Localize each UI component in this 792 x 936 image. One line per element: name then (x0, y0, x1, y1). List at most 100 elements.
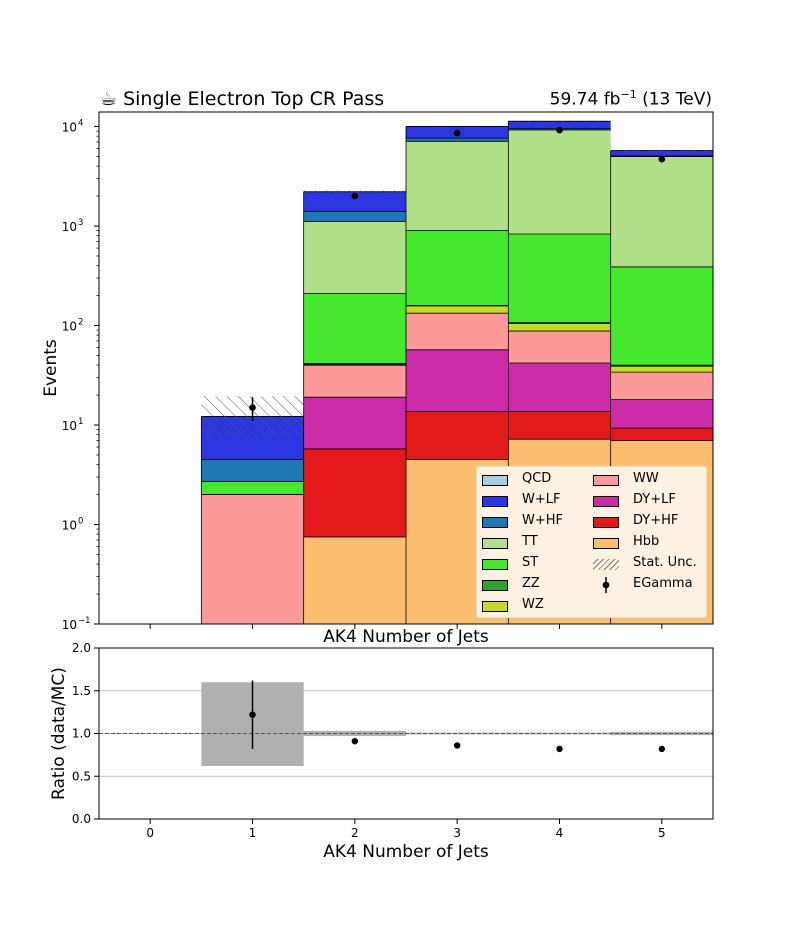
legend-swatch-hbb (593, 538, 619, 549)
bar-dy-lf-2 (303, 397, 406, 449)
ytick-label-exp: 2 (78, 318, 83, 328)
legend-swatch-dy-lf (593, 496, 619, 507)
bar-w-hf-3 (406, 138, 509, 142)
legend-label: Stat. Unc. (633, 555, 697, 570)
ratio-xtick-label: 3 (453, 826, 461, 840)
ratio-point-4 (556, 745, 563, 753)
legend-data-marker (602, 577, 610, 593)
bar-dy-hf-3 (406, 411, 509, 460)
legend-label: TT (522, 534, 538, 549)
ratio-xtick-label: 1 (249, 826, 257, 840)
legend-swatch-dy-hf (593, 517, 619, 528)
bar-tt-2 (303, 221, 406, 294)
ratio-ytick-label: 1.0 (72, 727, 91, 741)
bar-ww-5 (610, 372, 713, 400)
bar-dy-hf-4 (508, 411, 611, 440)
legend-label: QCD (522, 471, 552, 486)
ytick-label-exp: 3 (78, 218, 83, 228)
data-point-4 (556, 126, 563, 134)
bar-w-hf-2 (303, 211, 406, 222)
bar-hbb-2 (303, 536, 406, 624)
lumi-value: 59.74 fb (549, 89, 621, 110)
stack-outline-7 (201, 129, 713, 482)
legend-label: DY+LF (633, 492, 676, 507)
stat-unc-5 (610, 150, 713, 152)
ratio-point-3 (453, 742, 461, 749)
ratio-ytick-label: 2.0 (72, 641, 91, 655)
stack-outline-0 (303, 438, 713, 538)
bar-st-5 (610, 266, 713, 366)
ytick-label-exp: 0 (78, 517, 83, 527)
bar-zz-4 (508, 322, 611, 324)
bar-ww-4 (508, 331, 611, 364)
data-point-1 (249, 404, 256, 411)
bar-wz-4 (508, 323, 611, 332)
stack-outline-2 (303, 349, 713, 401)
bar-wz-2 (303, 364, 406, 366)
legend-swatch-stat-unc (593, 559, 619, 570)
legend-swatch-tt (482, 538, 508, 549)
ratio-band-3 (406, 732, 509, 735)
ratio-ylabel: Ratio (data/MC) (49, 667, 69, 800)
bar-dy-lf-3 (406, 349, 509, 412)
legend-swatch-zz (482, 580, 508, 591)
series-wz (303, 306, 713, 373)
ratio-ytick-label: 0.5 (72, 769, 91, 783)
bar-tt-3 (406, 141, 509, 231)
ytick-label: 10 (62, 220, 77, 234)
lumi-label: 59.74 fb−1 (13 TeV) (550, 88, 712, 110)
ratio-xtick-label: 2 (351, 826, 359, 840)
legend-label: ZZ (522, 576, 540, 591)
legend-label: EGamma (633, 576, 693, 591)
legend-label: WW (633, 471, 659, 486)
legend-swatch-wz (482, 601, 508, 612)
stat-unc-4 (508, 121, 611, 123)
bar-dy-hf-5 (610, 428, 713, 441)
bar-ww-2 (303, 365, 406, 398)
stat-unc-3 (406, 126, 509, 129)
series-tt (303, 129, 713, 294)
bar-w-lf-5 (610, 150, 713, 157)
legend-label: DY+HF (633, 513, 679, 528)
plot-title: ☕ Single Electron Top CR Pass (100, 88, 385, 110)
bar-ww-3 (406, 313, 509, 350)
legend-label: W+HF (522, 513, 563, 528)
ytick-label: 10 (62, 121, 77, 135)
energy-label: (13 TeV) (642, 89, 712, 110)
bar-tt-4 (508, 129, 611, 234)
ratio-xtick-label: 0 (146, 826, 154, 840)
bar-dy-lf-4 (508, 363, 611, 412)
main-frame (98, 111, 714, 625)
stack-outline-5 (201, 305, 713, 495)
bar-wz-3 (406, 306, 509, 314)
ratio-xtick-label: 5 (658, 826, 666, 840)
bar-ww-1 (201, 494, 304, 624)
series-st (201, 230, 713, 495)
series-ww (201, 313, 713, 624)
legend-label: WZ (522, 597, 544, 612)
ytick-label: 10 (62, 618, 77, 632)
legend-swatch-ww (593, 475, 619, 486)
bar-st-1 (201, 481, 304, 495)
ratio-band-5 (610, 731, 713, 736)
main-xlabel: AK4 Number of Jets (323, 627, 489, 647)
bar-w-lf-2 (303, 191, 406, 212)
ytick-label-exp: −1 (78, 616, 91, 626)
ratio-point-2 (351, 737, 359, 745)
stack-outline-1 (303, 411, 713, 450)
bin-edges (200, 121, 714, 624)
ratio-point-5 (658, 745, 666, 753)
stat-unc-2 (303, 190, 406, 193)
bar-st-3 (406, 230, 509, 306)
bar-st-4 (508, 233, 611, 323)
bar-zz-5 (610, 365, 713, 367)
ytick-label-exp: 1 (78, 417, 83, 427)
legend-label: W+LF (522, 492, 561, 507)
series-dy-lf (303, 349, 713, 449)
main-ylabel: Events (41, 339, 61, 397)
stack-outline-8 (201, 128, 713, 460)
ratio-ytick-label: 1.5 (72, 684, 91, 698)
data-point-5 (658, 155, 666, 163)
series-dy-hf (303, 411, 713, 537)
bar-wz-5 (610, 366, 713, 373)
